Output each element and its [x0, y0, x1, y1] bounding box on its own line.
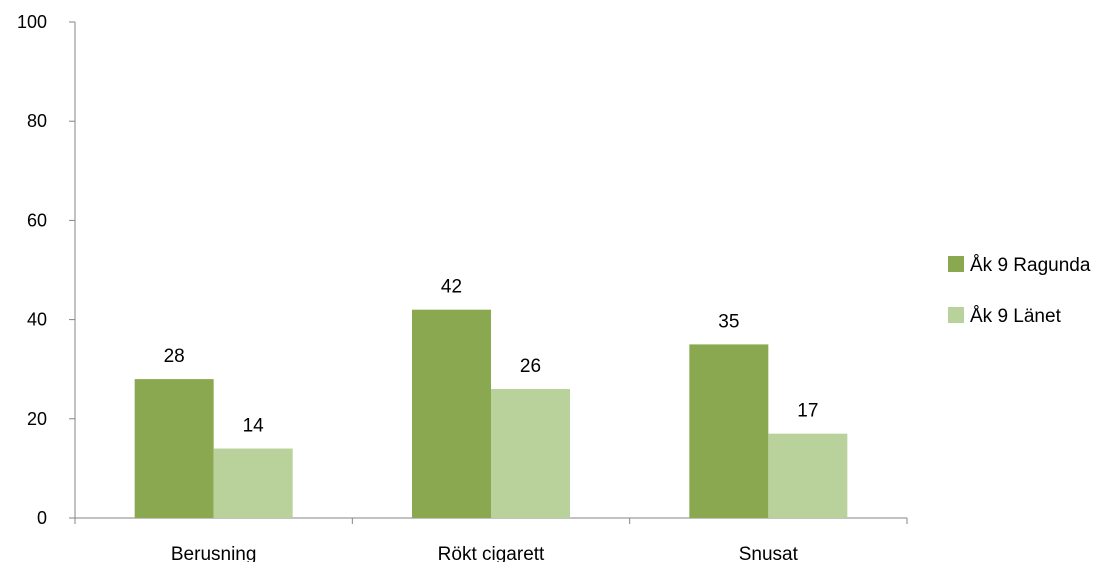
bar: [412, 309, 491, 518]
legend-swatch: [948, 256, 964, 272]
bar: [689, 344, 769, 518]
x-category-label: Rökt cigarett: [438, 544, 545, 562]
bar: [768, 433, 848, 518]
legend-swatch: [948, 307, 964, 323]
data-label: 28: [164, 346, 185, 367]
y-tick-label: 100: [17, 12, 47, 32]
bars: [134, 309, 848, 518]
y-axis: 0 20 40 60 80 100: [17, 12, 76, 528]
data-labels: 28 14 42 26 35 17: [164, 277, 819, 437]
x-axis: Berusning Rökt cigarett Snusat: [74, 517, 908, 562]
data-label: 26: [520, 356, 541, 377]
legend: Åk 9 Ragunda Åk 9 Länet: [948, 255, 1091, 327]
y-tick-label: 20: [27, 409, 47, 429]
bar: [134, 379, 214, 518]
y-tick-label: 60: [27, 210, 47, 230]
data-label: 35: [718, 311, 739, 332]
legend-label: Åk 9 Ragunda: [970, 255, 1091, 276]
bar: [491, 389, 570, 518]
data-label: 17: [797, 401, 818, 422]
data-label: 42: [441, 277, 462, 298]
data-label: 14: [243, 416, 265, 437]
legend-label: Åk 9 Länet: [970, 306, 1062, 327]
y-tick-label: 40: [27, 310, 47, 330]
x-category-label: Berusning: [171, 544, 257, 562]
y-tick-label: 0: [37, 508, 47, 528]
x-category-label: Snusat: [739, 544, 799, 562]
y-tick-label: 80: [27, 111, 47, 131]
bar: [213, 448, 293, 518]
